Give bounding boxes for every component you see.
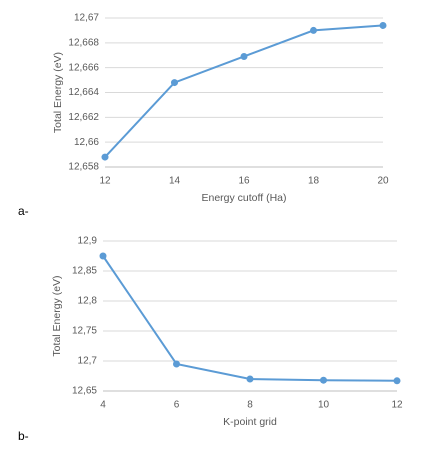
panel-label: b- (18, 429, 29, 443)
y-tick-label: 12,66 (74, 137, 99, 148)
data-line (102, 255, 398, 382)
data-point (101, 153, 109, 161)
x-tick-label: 14 (169, 176, 181, 187)
data-point (173, 360, 180, 368)
data-point (240, 52, 248, 60)
y-tick-label: 12,666 (68, 62, 99, 73)
panel-label: a- (18, 204, 29, 218)
y-tick-label: 12,75 (72, 326, 97, 337)
x-tick-label: 6 (174, 400, 180, 411)
x-axis-title: K-point grid (223, 416, 277, 428)
x-tick-label: 10 (318, 400, 330, 411)
data-point (393, 377, 401, 385)
y-tick-label: 12,8 (78, 296, 98, 307)
x-tick-label: 18 (308, 176, 320, 187)
x-tick-label: 8 (247, 400, 253, 411)
data-point (320, 376, 327, 384)
x-axis-title: Energy cutoff (Ha) (201, 192, 286, 204)
y-tick-label: 12,67 (74, 13, 99, 24)
data-point (99, 252, 107, 260)
y-tick-label: 12,662 (68, 112, 99, 123)
y-tick-label: 12,664 (68, 87, 99, 98)
y-tick-label: 12,65 (72, 386, 97, 397)
y-tick-label: 12,668 (68, 37, 99, 48)
x-tick-label: 16 (238, 176, 250, 187)
data-point (310, 26, 317, 34)
y-tick-label: 12,7 (78, 356, 98, 367)
y-tick-label: 12,9 (78, 236, 98, 247)
y-axis-title: Total Energy (eV) (52, 52, 64, 133)
y-tick-label: 12,658 (68, 162, 99, 173)
data-line (104, 24, 384, 158)
y-axis-title: Total Energy (eV) (51, 275, 63, 356)
data-point (171, 79, 178, 87)
y-tick-label: 12,85 (72, 266, 97, 277)
x-tick-label: 4 (100, 400, 106, 411)
x-tick-label: 12 (391, 400, 403, 411)
data-point (246, 375, 254, 383)
data-point (379, 21, 387, 29)
x-tick-label: 12 (99, 176, 111, 187)
x-tick-label: 20 (377, 176, 389, 187)
